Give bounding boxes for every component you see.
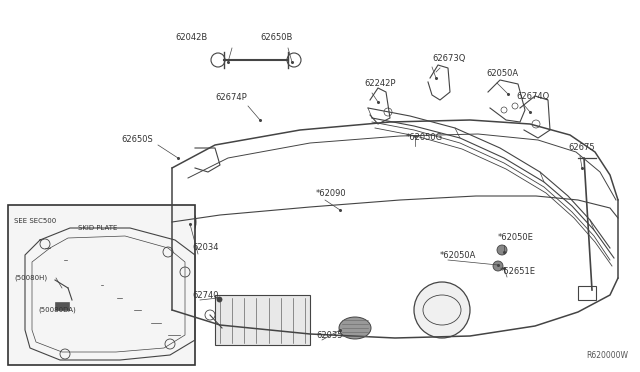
Bar [215,295,310,345]
Text: 62650S: 62650S [121,135,153,144]
Ellipse shape [339,317,371,339]
Text: 62035: 62035 [316,330,342,340]
Text: 62673Q: 62673Q [432,54,465,62]
Text: *62050G: *62050G [406,134,443,142]
Text: 62740: 62740 [192,292,218,301]
Text: 62050A: 62050A [486,70,518,78]
Text: R620000W: R620000W [586,351,628,360]
Text: *62050A: *62050A [440,251,476,260]
Text: (50080H): (50080H) [14,275,47,281]
Text: *62651E: *62651E [500,267,536,276]
Text: 62650B: 62650B [260,33,292,42]
Circle shape [497,245,507,255]
Bar [55,302,69,310]
Text: (50080DA): (50080DA) [38,307,76,313]
Text: 62034: 62034 [192,244,218,253]
Ellipse shape [178,209,196,235]
Circle shape [493,261,503,271]
Text: 62042B: 62042B [176,33,208,42]
Text: SEE SEC500: SEE SEC500 [14,218,56,224]
Ellipse shape [181,213,193,231]
Text: *62090: *62090 [316,189,347,199]
Bar [578,286,596,300]
Text: *62050E: *62050E [498,234,534,243]
Text: SKID PLATE: SKID PLATE [78,225,117,231]
Text: 62675: 62675 [568,144,595,153]
Circle shape [414,282,470,338]
Text: 62674Q: 62674Q [516,92,549,100]
Bar [8,205,195,365]
Text: 62242P: 62242P [364,80,396,89]
Text: 62674P: 62674P [215,93,247,103]
